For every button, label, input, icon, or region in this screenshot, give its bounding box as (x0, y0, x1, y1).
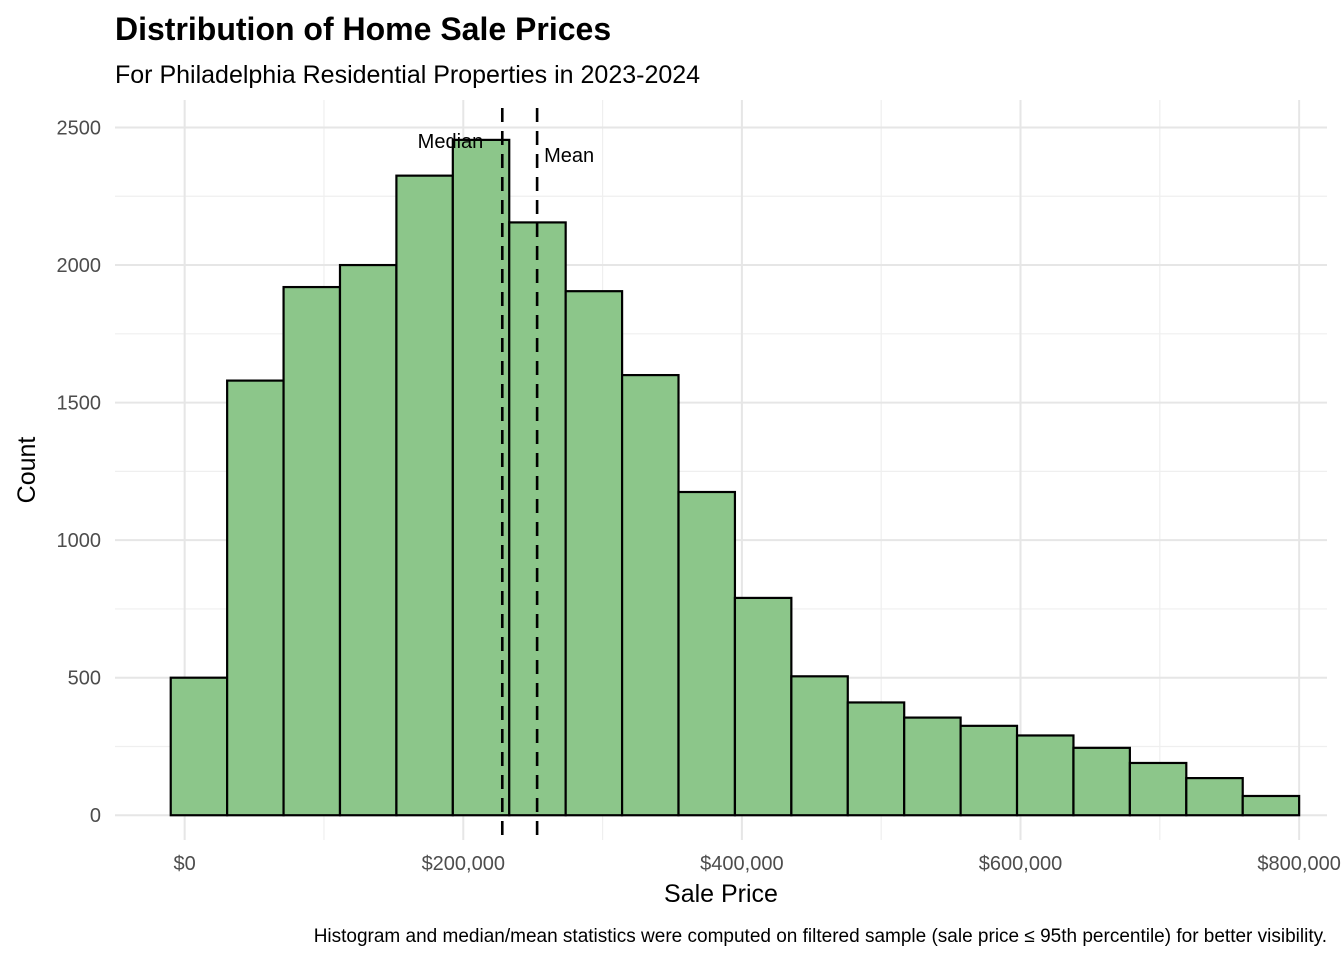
y-tick-label: 2500 (57, 118, 102, 140)
histogram-bar (677, 490, 737, 817)
histogram-bar (508, 221, 567, 817)
mean-label: Mean (544, 145, 594, 167)
histogram-bar (395, 174, 454, 817)
x-tick-label: $200,000 (422, 853, 505, 875)
median-label: Median (418, 131, 484, 153)
histogram-bar (564, 290, 624, 817)
histogram-bar (846, 701, 906, 817)
y-tick-label: 500 (68, 668, 101, 690)
histogram-bar (338, 263, 398, 817)
y-tick-label: 0 (90, 805, 101, 827)
histogram-bar (959, 724, 1019, 817)
y-tick-label: 2000 (57, 255, 102, 277)
histogram-bar (1128, 761, 1188, 817)
histogram-bar (903, 716, 962, 817)
y-tick-label: 1500 (57, 393, 102, 415)
x-tick-label: $800,000 (1257, 853, 1340, 875)
chart-subtitle: For Philadelphia Residential Properties … (115, 61, 700, 89)
x-tick-label: $600,000 (979, 853, 1062, 875)
histogram-bar (169, 676, 229, 817)
y-axis-title: Count (13, 437, 41, 504)
histogram-bar (620, 373, 680, 817)
chart-caption: Histogram and median/mean statistics wer… (314, 926, 1327, 947)
x-tick-label: $400,000 (700, 853, 783, 875)
histogram-bar (733, 596, 793, 817)
histogram-bar (1072, 746, 1131, 817)
histogram-bar (1185, 777, 1244, 817)
bars (169, 138, 1301, 817)
histogram-bar (1015, 734, 1075, 817)
x-tick-label: $0 (174, 853, 196, 875)
histogram-bar (1241, 794, 1301, 817)
y-tick-label: 1000 (57, 530, 102, 552)
histogram-bar (451, 138, 511, 817)
reference-lines: Median Mean (418, 108, 594, 840)
tick-labels: 0 500 1000 1500 2000 2500 $0 $200,000 $400,000 $6… (57, 118, 1341, 875)
histogram-bar (282, 285, 342, 817)
x-axis-title: Sale Price (664, 880, 778, 908)
histogram-bar (226, 379, 285, 817)
chart-title: Distribution of Home Sale Prices (115, 11, 611, 47)
histogram-bar (790, 675, 849, 817)
